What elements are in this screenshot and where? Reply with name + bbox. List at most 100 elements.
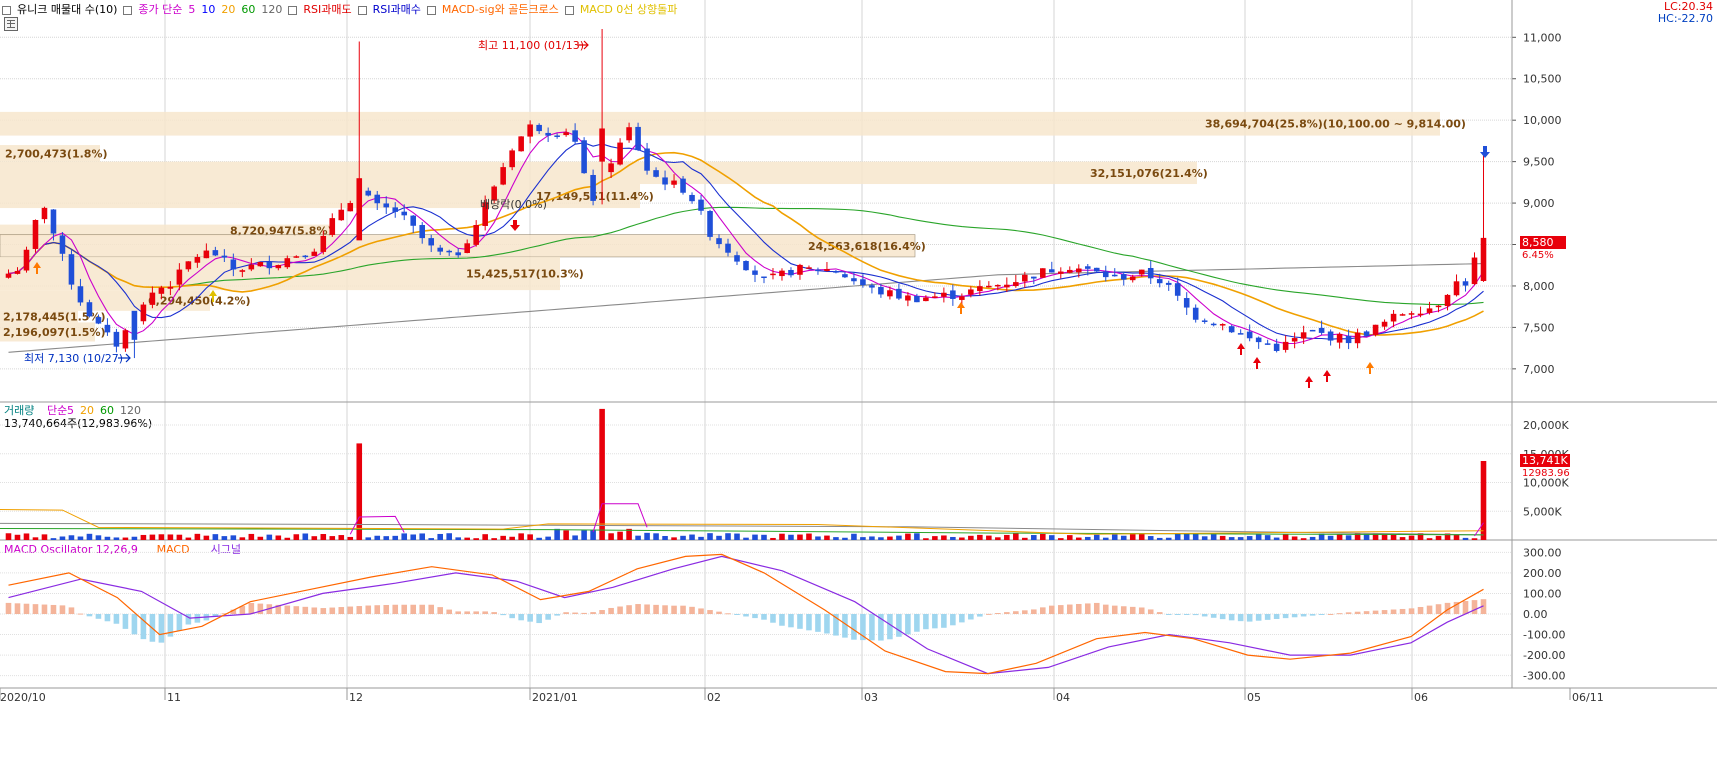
volume-bar bbox=[689, 534, 695, 540]
macd-oscillator-bar bbox=[95, 614, 102, 619]
volume-bar bbox=[950, 536, 956, 540]
volume-legend-item: 5 bbox=[67, 404, 74, 417]
macd-oscillator-bar bbox=[743, 614, 749, 617]
volume-bar bbox=[356, 443, 363, 540]
candle-body bbox=[914, 295, 920, 303]
volume-bar bbox=[1381, 534, 1388, 540]
macd-oscillator-bar bbox=[410, 604, 417, 614]
macd-oscillator-bar bbox=[1129, 606, 1136, 614]
macd-oscillator-bar bbox=[365, 605, 372, 614]
candle-body bbox=[41, 207, 48, 220]
legend-checkbox-icon[interactable] bbox=[426, 5, 436, 15]
volume-bar bbox=[1156, 537, 1163, 540]
candle-body bbox=[1022, 274, 1028, 282]
volume-legend-item: 120 bbox=[120, 404, 141, 417]
candle-body bbox=[1345, 335, 1352, 344]
volume-bar bbox=[590, 529, 596, 540]
candle-body bbox=[1453, 281, 1460, 296]
candle-body bbox=[5, 273, 12, 278]
legend-item[interactable]: 120 bbox=[261, 3, 283, 16]
candle-body bbox=[527, 124, 533, 137]
volume-bar bbox=[968, 535, 974, 540]
candle-body bbox=[968, 289, 974, 295]
volume-bar bbox=[1228, 537, 1235, 540]
candle-body bbox=[770, 273, 776, 276]
legend-item[interactable]: 20 bbox=[221, 3, 236, 16]
legend-item[interactable]: 유니크 매물대 수(10) bbox=[2, 3, 117, 16]
volume-bar bbox=[1174, 533, 1181, 540]
legend-checkbox-icon[interactable] bbox=[288, 5, 298, 15]
volume-bar bbox=[1318, 533, 1325, 540]
candle-body bbox=[473, 224, 479, 245]
volume-profile-band bbox=[0, 145, 100, 162]
volume-bar bbox=[5, 533, 12, 540]
macd-tick-label: 300.00 bbox=[1523, 546, 1562, 559]
macd-oscillator-bar bbox=[599, 610, 605, 614]
legend-item[interactable]: 10 bbox=[201, 3, 216, 16]
candle-body bbox=[32, 219, 39, 249]
macd-oscillator-bar bbox=[140, 614, 147, 640]
macd-oscillator-bar bbox=[113, 614, 120, 624]
macd-oscillator-bar bbox=[671, 605, 677, 614]
legend-item[interactable]: RSI과매수 bbox=[357, 3, 421, 16]
macd-oscillator-bar bbox=[1417, 606, 1424, 614]
volume-bar bbox=[1210, 534, 1217, 540]
legend-checkbox-icon[interactable] bbox=[2, 5, 11, 15]
volume-bar bbox=[320, 534, 327, 540]
x-axis-label: 06 bbox=[1414, 691, 1428, 704]
volume-bar bbox=[293, 534, 300, 540]
macd-oscillator-bar bbox=[257, 603, 264, 614]
current-volume-tag bbox=[1520, 453, 1570, 467]
macd-oscillator-bar bbox=[995, 613, 1001, 615]
macd-oscillator-bar bbox=[1273, 614, 1280, 619]
legend-item[interactable]: 종가 단순 bbox=[123, 3, 182, 16]
candle-body bbox=[554, 135, 560, 137]
macd-oscillator-bar bbox=[950, 614, 956, 626]
volume-bar bbox=[878, 537, 884, 540]
volume-bar bbox=[743, 537, 749, 540]
candle-body bbox=[1399, 314, 1406, 316]
macd-oscillator-bar bbox=[941, 614, 947, 628]
legend-checkbox-icon[interactable] bbox=[357, 5, 367, 15]
volume-bar bbox=[1399, 537, 1406, 540]
volume-bar bbox=[95, 535, 102, 540]
legend-item[interactable]: 60 bbox=[241, 3, 256, 16]
volume-profile-band bbox=[0, 111, 1440, 136]
macd-oscillator-bar bbox=[725, 613, 731, 615]
legend-checkbox-icon[interactable] bbox=[123, 5, 133, 15]
candle-body bbox=[1471, 257, 1478, 285]
macd-oscillator-bar bbox=[221, 613, 228, 615]
x-axis-label: 05 bbox=[1247, 691, 1261, 704]
legend-item[interactable]: MACD 0선 상향돌파 bbox=[564, 3, 677, 16]
candle-body bbox=[158, 287, 165, 294]
candle-body bbox=[1246, 331, 1253, 339]
legend-checkbox-icon[interactable] bbox=[564, 5, 574, 15]
legend-item[interactable]: MACD-sig와 골든크로스 bbox=[426, 3, 559, 16]
macd-oscillator-bar bbox=[1354, 611, 1361, 614]
volume-bar bbox=[1049, 535, 1055, 540]
volume-bar bbox=[833, 537, 839, 540]
legend-item[interactable]: RSI과매도 bbox=[288, 3, 352, 16]
macd-oscillator-bar bbox=[770, 614, 776, 623]
candle-body bbox=[1084, 266, 1091, 269]
price-tick-label: 9,000 bbox=[1523, 197, 1555, 210]
candle-body bbox=[617, 142, 623, 165]
price-tick-label: 11,000 bbox=[1523, 31, 1562, 44]
candle-body bbox=[122, 330, 129, 349]
grid-toggle-icon[interactable] bbox=[4, 17, 18, 31]
macd-oscillator-bar bbox=[1309, 614, 1316, 616]
macd-tick-label: 200.00 bbox=[1523, 567, 1562, 580]
candle-body bbox=[221, 255, 228, 258]
candle-body bbox=[1111, 274, 1118, 277]
candle-body bbox=[842, 274, 848, 278]
candle-body bbox=[707, 210, 713, 237]
legend-item[interactable]: 5 bbox=[188, 3, 196, 16]
volume-bar bbox=[1075, 537, 1082, 540]
candle-body bbox=[1147, 267, 1154, 279]
volume-bar bbox=[725, 533, 731, 540]
volume-bar bbox=[1408, 535, 1415, 540]
volume-bar bbox=[59, 536, 66, 540]
volume-bar bbox=[23, 533, 30, 540]
